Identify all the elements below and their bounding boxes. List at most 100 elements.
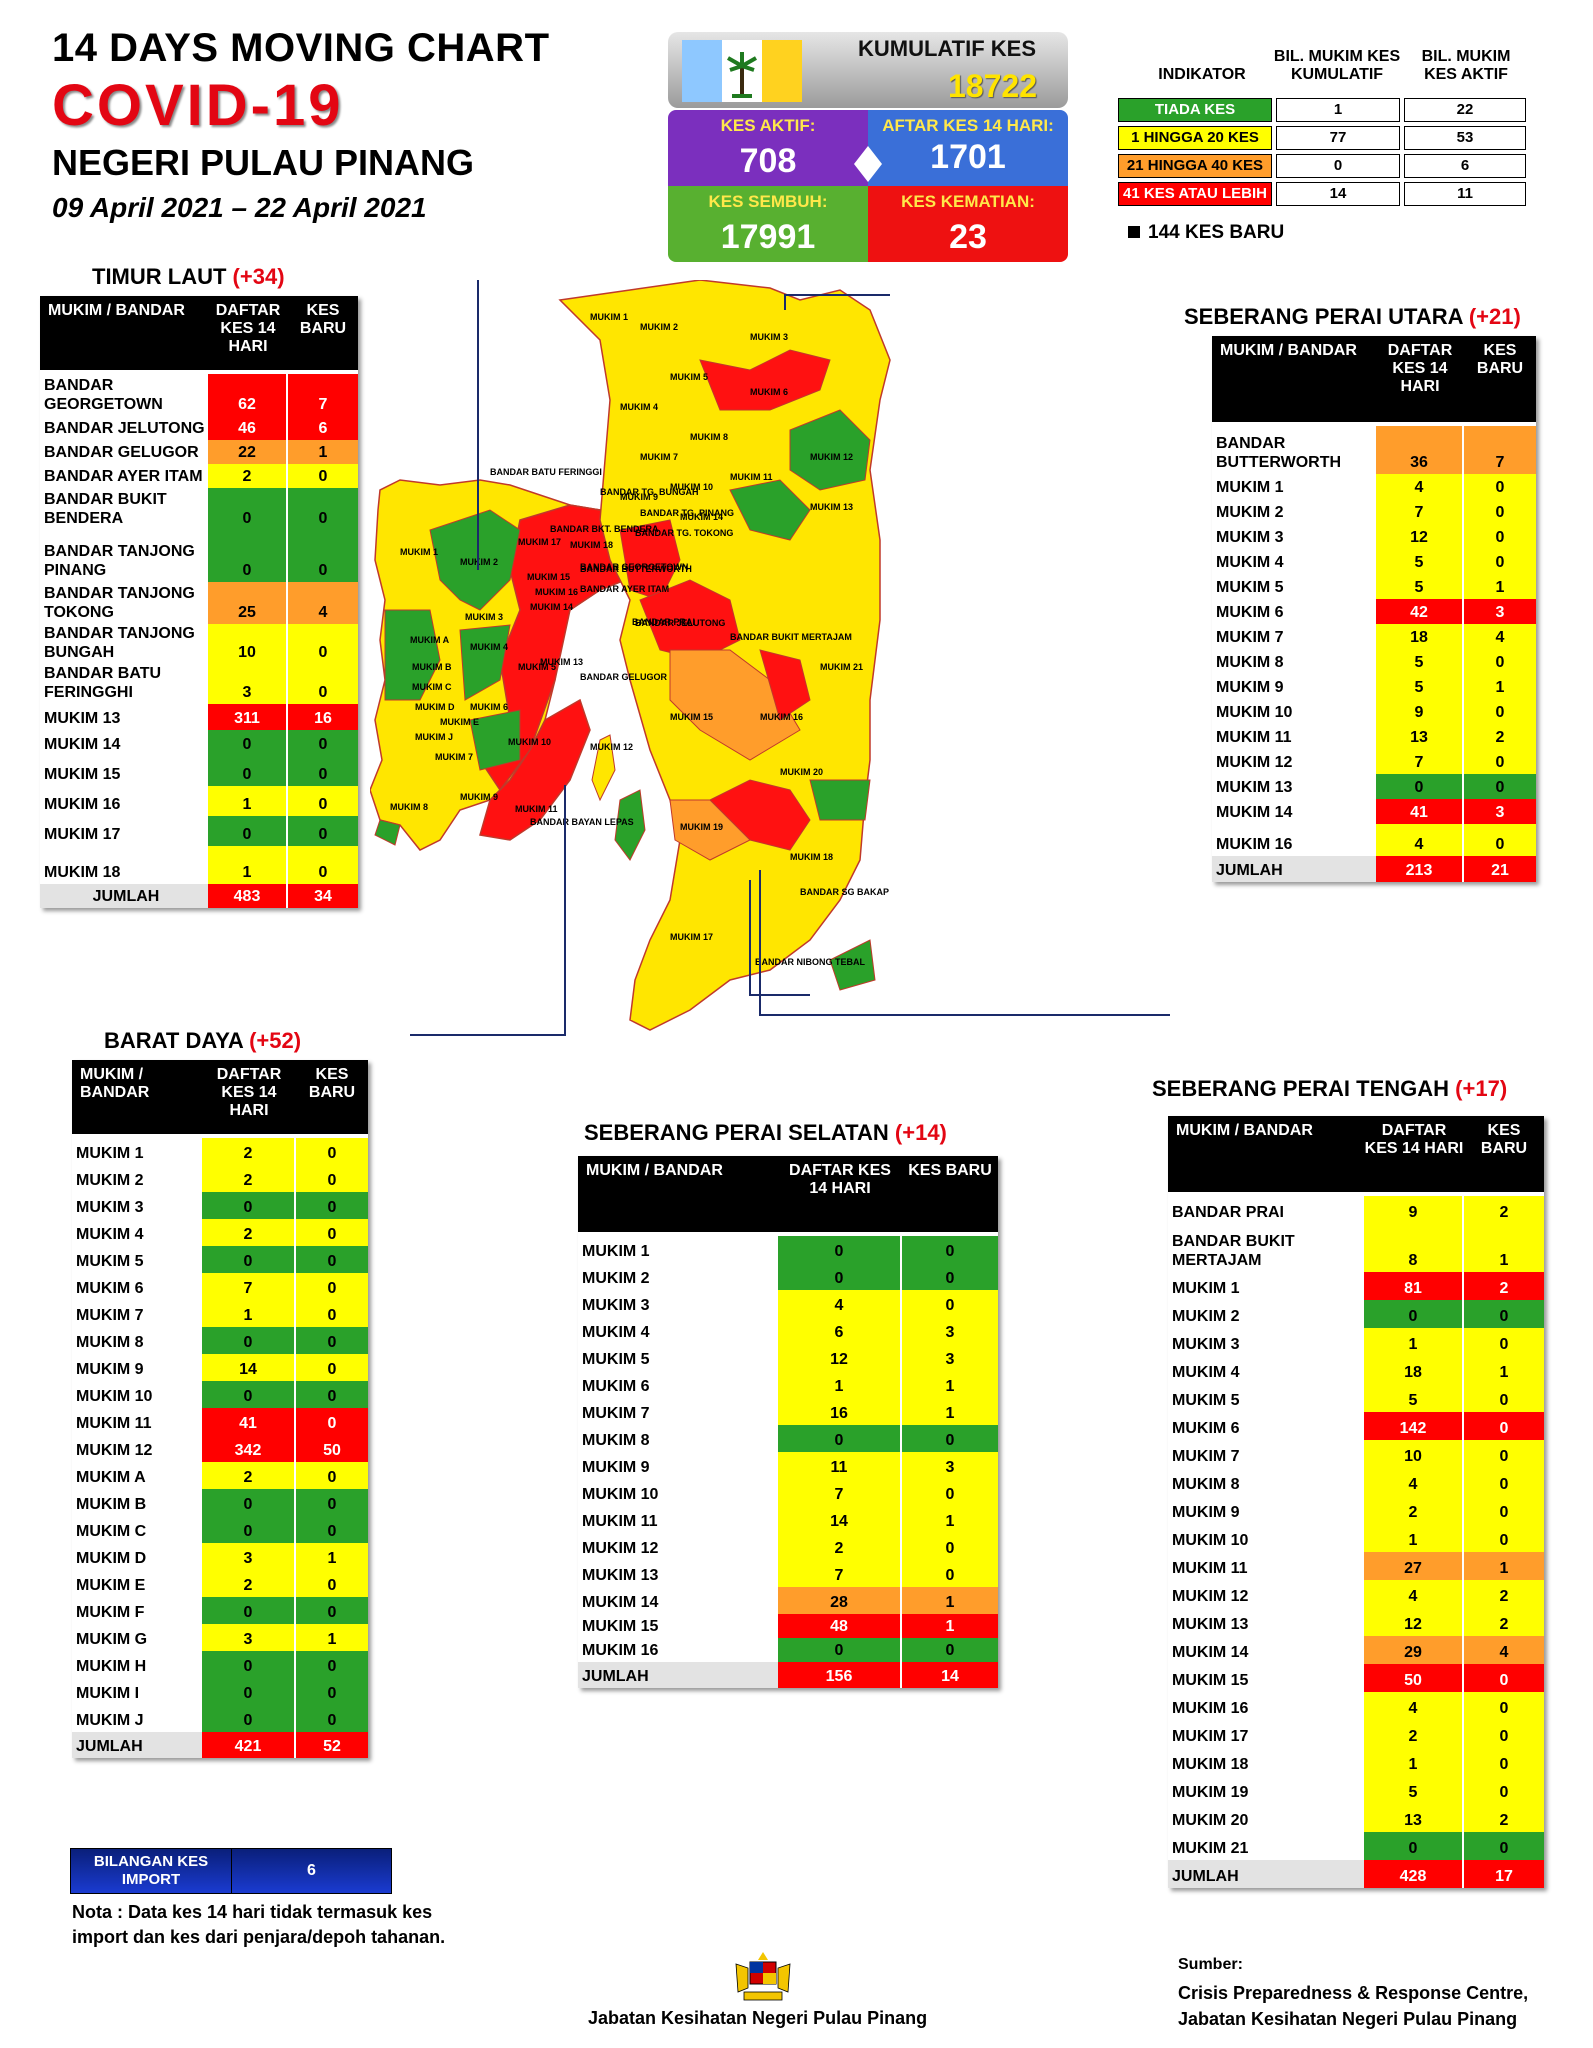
row-name: MUKIM 8 xyxy=(72,1327,202,1354)
daftar-cell: 36 xyxy=(1376,426,1462,474)
baru-cell: 2 xyxy=(1464,1580,1544,1608)
daftar-cell: 50 xyxy=(1364,1664,1462,1692)
row-name: MUKIM 18 xyxy=(1168,1748,1364,1776)
row-name: BANDAR BUKIT BENDERA xyxy=(40,488,208,530)
table-row: MUKIM 12 342 50 xyxy=(72,1435,368,1462)
daftar-cell: 1 xyxy=(202,1300,294,1327)
baru-cell: 1 xyxy=(296,1624,368,1651)
row-name: BANDAR BATU FERINGGHI xyxy=(40,664,208,704)
row-name: MUKIM 14 xyxy=(40,730,208,756)
baru-cell: 3 xyxy=(1464,799,1536,824)
table-row: MUKIM 16 0 0 xyxy=(578,1638,998,1662)
daftar-cell: 142 xyxy=(1364,1412,1462,1440)
row-name: MUKIM 2 xyxy=(72,1165,202,1192)
baru-cell: 1 xyxy=(1464,674,1536,699)
total-label: JUMLAH xyxy=(1212,856,1376,882)
seberang-perai-utara-table: MUKIM / BANDAR DAFTAR KES 14 HARI KES BARU… xyxy=(1212,336,1536,882)
region-name: BARAT DAYA xyxy=(104,1028,243,1053)
map-label: MUKIM 1 xyxy=(590,312,628,322)
total-label: JUMLAH xyxy=(578,1662,778,1688)
table-row: BANDAR TANJONG TOKONG 25 4 xyxy=(40,582,358,624)
table-row: MUKIM 16 1 0 xyxy=(40,786,358,816)
row-name: BANDAR JELUTONG xyxy=(40,416,208,440)
column-header-baru: KES BARU xyxy=(308,1066,356,1101)
row-name: MUKIM 15 xyxy=(1168,1664,1364,1692)
daftar-cell: 5 xyxy=(1376,674,1462,699)
baru-cell: 0 xyxy=(296,1597,368,1624)
table-row: MUKIM 10 9 0 xyxy=(1212,699,1536,724)
table-row: MUKIM 6 142 0 xyxy=(1168,1412,1544,1440)
daftar-cell: 29 xyxy=(1364,1636,1462,1664)
baru-cell: 0 xyxy=(1464,1412,1544,1440)
column-header-mukim: MUKIM / BANDAR xyxy=(80,1066,150,1101)
daftar-cell: 2 xyxy=(202,1165,294,1192)
daftar-cell: 1 xyxy=(208,786,286,816)
daftar-cell: 0 xyxy=(1364,1300,1462,1328)
map-label: MUKIM C xyxy=(412,682,452,692)
daftar-cell: 6 xyxy=(778,1317,900,1344)
row-name: MUKIM 14 xyxy=(1168,1636,1364,1664)
column-header-baru: KES BARU xyxy=(1480,1122,1528,1157)
baru-cell: 0 xyxy=(288,786,358,816)
row-name: MUKIM 13 xyxy=(1168,1608,1364,1636)
row-name: MUKIM 12 xyxy=(1212,749,1376,774)
baru-cell: 0 xyxy=(902,1236,998,1263)
map-label: MUKIM 3 xyxy=(750,332,788,342)
baru-cell: 0 xyxy=(902,1425,998,1452)
baru-cell: 1 xyxy=(1464,1356,1544,1384)
column-header-daftar: DAFTAR KES 14 HARI xyxy=(789,1162,891,1197)
indicator-cumulative: 1 xyxy=(1276,98,1400,122)
baru-cell: 0 xyxy=(1464,1328,1544,1356)
row-name: MUKIM 16 xyxy=(1168,1692,1364,1720)
baru-cell: 0 xyxy=(288,488,358,530)
baru-cell: 0 xyxy=(296,1246,368,1273)
baru-cell: 0 xyxy=(296,1165,368,1192)
daftar-cell: 2 xyxy=(778,1533,900,1560)
baru-cell: 0 xyxy=(1464,524,1536,549)
recovered-box: KES SEMBUH: 17991 xyxy=(668,186,868,262)
daftar-cell: 1 xyxy=(778,1371,900,1398)
daftar-cell: 1 xyxy=(208,846,286,884)
timur-laut-table-title: TIMUR LAUT (+34) xyxy=(92,264,285,290)
table-row: MUKIM 7 18 4 xyxy=(1212,624,1536,649)
map-label: MUKIM 18 xyxy=(790,852,833,862)
row-name: MUKIM 2 xyxy=(1168,1300,1364,1328)
indicator-label: 41 KES ATAU LEBIH xyxy=(1118,182,1272,206)
row-name: MUKIM 4 xyxy=(1212,549,1376,574)
baru-cell: 0 xyxy=(296,1705,368,1732)
seberang-perai-selatan-table-title: SEBERANG PERAI SELATAN (+14) xyxy=(584,1120,947,1146)
row-name: MUKIM 6 xyxy=(1168,1412,1364,1440)
column-header-mukim: MUKIM / BANDAR xyxy=(1176,1122,1313,1139)
cumulative-value: 18722 xyxy=(948,68,1037,104)
row-name: MUKIM 4 xyxy=(1168,1356,1364,1384)
row-name: MUKIM B xyxy=(72,1489,202,1516)
row-name: MUKIM 3 xyxy=(72,1192,202,1219)
map-label: MUKIM 14 xyxy=(680,512,723,522)
baru-cell: 0 xyxy=(296,1651,368,1678)
baru-cell: 0 xyxy=(288,664,358,704)
table-row: MUKIM 1 81 2 xyxy=(1168,1272,1544,1300)
daftar-cell: 46 xyxy=(208,416,286,440)
daftar-cell: 81 xyxy=(1364,1272,1462,1300)
daftar-cell: 2 xyxy=(208,464,286,488)
table-row: BANDAR BUKIT BENDERA 0 0 xyxy=(40,488,358,530)
map-label: MUKIM 1 xyxy=(400,547,438,557)
row-name: MUKIM 12 xyxy=(1168,1580,1364,1608)
row-name: MUKIM 11 xyxy=(72,1408,202,1435)
total-label: JUMLAH xyxy=(72,1732,202,1758)
table-row: BANDAR TANJONG PINANG 0 0 xyxy=(40,530,358,582)
daftar-cell: 2 xyxy=(1364,1720,1462,1748)
row-name: MUKIM 9 xyxy=(578,1452,778,1479)
penang-flag-icon xyxy=(682,40,802,102)
page-title: 14 DAYS MOVING CHART xyxy=(52,26,550,70)
row-name: BANDAR TANJONG PINANG xyxy=(40,530,208,582)
total-row: JUMLAH 421 52 xyxy=(72,1732,368,1758)
daftar-cell: 9 xyxy=(1364,1196,1462,1224)
daftar-cell: 10 xyxy=(208,624,286,664)
baru-cell: 0 xyxy=(1464,474,1536,499)
